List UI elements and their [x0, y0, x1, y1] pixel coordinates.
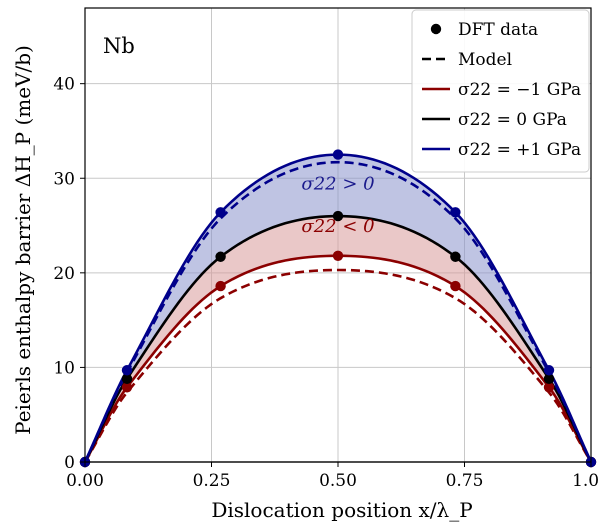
legend-label: σ22 = −1 GPa	[458, 80, 581, 100]
legend-label: Model	[458, 50, 512, 70]
dft-point	[543, 365, 555, 376]
dft-point	[450, 207, 461, 218]
panel-label: Nb	[103, 34, 135, 58]
dft-point	[121, 382, 133, 393]
dft-point	[121, 365, 133, 376]
fill-region	[85, 154, 591, 462]
legend-label: σ22 = 0 GPa	[458, 110, 567, 130]
x-tick-label: 0.00	[66, 471, 104, 491]
dft-markers	[79, 149, 597, 468]
dft-point	[215, 251, 226, 262]
dft-point	[332, 250, 344, 262]
plot-frame	[80, 7, 592, 467]
x-tick-label: 0.75	[446, 471, 484, 491]
legend: DFT data Model σ22 = −1 GPa σ22 = 0 GPa σ22 …	[411, 9, 590, 173]
legend-marker	[430, 23, 442, 35]
y-tick-label: 10	[53, 358, 75, 378]
annotation-sigma-negative: σ22 < 0	[301, 216, 374, 237]
dft-point	[332, 149, 344, 160]
dft-point	[332, 210, 344, 222]
fill-regions	[85, 154, 591, 462]
dft-point	[450, 251, 461, 262]
dft-point	[215, 280, 226, 292]
plot-border	[84, 7, 592, 463]
x-tick-label: 0.25	[193, 471, 231, 491]
dft-point	[543, 373, 555, 384]
legend-box	[411, 9, 590, 173]
y-tick-label: 30	[53, 169, 75, 189]
legend-label: DFT data	[458, 20, 538, 40]
tick-labels: 0.00 0.25 0.50 0.75 1.00 0 10 20 30 40	[53, 75, 600, 491]
legend-label: σ22 = +1 GPa	[458, 140, 581, 160]
x-tick-label: 0.50	[319, 471, 357, 491]
dft-point	[121, 373, 133, 384]
fill-region	[85, 216, 591, 462]
x-tick-label: 1.00	[572, 471, 600, 491]
x-axis-label: Dislocation position x/λ_P	[211, 498, 472, 522]
dft-point	[215, 207, 226, 218]
y-axis-label: Peierls enthalpy barrier ΔH_P (meV/b)	[11, 45, 35, 435]
dft-point	[543, 382, 555, 393]
y-tick-label: 20	[53, 264, 75, 284]
annotation-sigma-positive: σ22 > 0	[301, 174, 374, 195]
dft-point	[450, 280, 461, 292]
y-tick-label: 0	[64, 453, 75, 473]
y-tick-label: 40	[53, 75, 75, 95]
